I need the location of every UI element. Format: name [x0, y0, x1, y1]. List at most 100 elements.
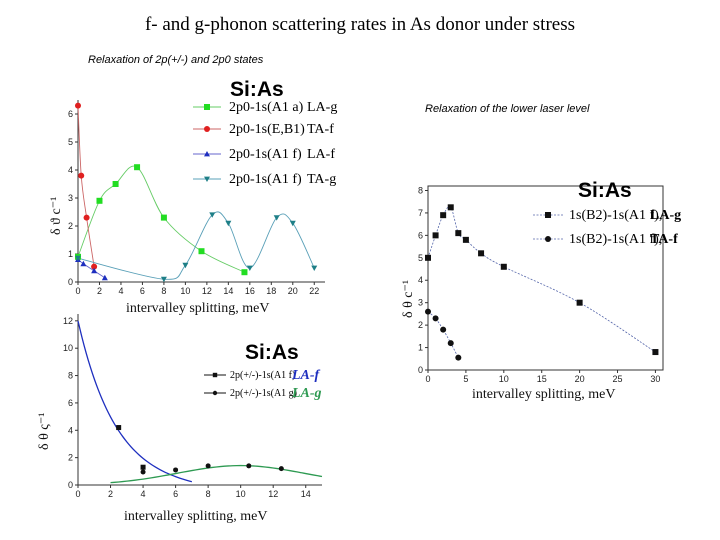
r-point-0-8 — [576, 299, 583, 306]
r-point-0-7 — [500, 263, 507, 270]
r-x-tick-label: 10 — [499, 374, 509, 384]
bl-x-tick-label: 6 — [173, 489, 178, 499]
tl-point-3-7 — [289, 220, 296, 227]
chart-bottom-left-material: Si:As — [245, 341, 299, 364]
r-x-tick-label: 15 — [537, 374, 547, 384]
tl-legend-phonon-1: TA-f — [307, 122, 334, 137]
bl-x-tick-label: 0 — [75, 489, 80, 499]
bl-point-g-1 — [173, 467, 179, 473]
tl-point-0-2 — [112, 181, 119, 187]
bl-legend-phonon-0: LA-f — [291, 368, 321, 383]
r-point-1-3 — [447, 340, 454, 347]
tl-y-tick-label: 5 — [68, 137, 73, 147]
r-y-tick-label: 2 — [418, 320, 423, 330]
bl-legend-phonon-1: LA-g — [291, 386, 322, 401]
bl-point-g-2 — [205, 463, 211, 469]
tl-x-tick-label: 6 — [140, 286, 145, 296]
tl-point-2-3 — [101, 274, 108, 281]
tl-point-2-2 — [91, 267, 98, 274]
tl-x-tick-label: 10 — [180, 286, 190, 296]
r-x-tick-label: 0 — [425, 374, 430, 384]
bl-point-f-0 — [116, 425, 122, 431]
tl-point-2-1 — [80, 260, 87, 267]
r-point-0-4 — [455, 230, 462, 237]
bl-legend-marker-0 — [212, 372, 218, 378]
tl-series-fit-1 — [77, 105, 95, 267]
bl-point-f-1 — [140, 464, 146, 470]
tl-point-3-8 — [311, 265, 318, 271]
tl-legend-marker-1 — [204, 126, 210, 132]
tl-y-tick-label: 1 — [68, 249, 73, 259]
tl-x-tick-label: 20 — [288, 286, 298, 296]
bl-y-tick-label: 0 — [68, 480, 73, 490]
r-y-tick-label: 5 — [418, 253, 423, 263]
caption-left: Relaxation of 2p(+/-) and 2p0 states — [88, 54, 264, 66]
chart-bottom-left-ylabel: δ θ ς⁻¹ — [37, 413, 52, 450]
r-y-tick-label: 7 — [418, 208, 423, 218]
chart-top-left-ylabel: δ ϑ c⁻¹ — [49, 197, 64, 235]
bl-x-tick-label: 12 — [268, 489, 278, 499]
r-point-1-1 — [432, 315, 439, 322]
r-x-tick-label: 5 — [463, 374, 468, 384]
slide-title: f- and g-phonon scattering rates in As d… — [144, 14, 576, 35]
tl-legend-phonon-0: LA-g — [307, 100, 337, 115]
chart-right-ylabel: δ θ c⁻¹ — [401, 280, 416, 318]
caption-right: Relaxation of the lower laser level — [425, 103, 590, 115]
tl-y-tick-label: 4 — [68, 165, 73, 175]
tl-point-3-2 — [182, 262, 189, 269]
r-legend-phonon-1: TA-f — [650, 232, 678, 247]
tl-x-tick-label: 8 — [161, 286, 166, 296]
bl-fit-LA-g — [110, 464, 323, 484]
tl-point-3-3 — [209, 212, 216, 218]
bl-y-tick-label: 10 — [63, 343, 73, 353]
tl-x-tick-label: 22 — [309, 286, 319, 296]
r-point-0-9 — [652, 349, 659, 356]
tl-point-1-3 — [91, 263, 98, 270]
chart-right-material: Si:As — [578, 179, 632, 202]
tl-point-3-0 — [75, 255, 81, 262]
r-legend-name-0: 1s(B2)-1s(A1 f), — [569, 208, 662, 223]
tl-x-tick-label: 12 — [202, 286, 212, 296]
tl-x-tick-label: 14 — [223, 286, 233, 296]
bl-legend-marker-1 — [212, 390, 218, 396]
bl-legend-name-0: 2p(+/-)-1s(A1 f) — [230, 370, 295, 381]
bl-x-tick-label: 8 — [206, 489, 211, 499]
bl-point-g-0 — [140, 469, 146, 475]
r-y-tick-label: 1 — [418, 343, 423, 353]
bl-point-g-3 — [246, 463, 252, 469]
r-point-0-0 — [425, 254, 431, 261]
bl-y-tick-label: 12 — [63, 316, 73, 326]
r-point-0-1 — [432, 232, 439, 239]
tl-y-tick-label: 6 — [68, 109, 73, 119]
r-point-1-0 — [425, 308, 431, 315]
chart-top-left-material: Si:As — [230, 78, 284, 101]
tl-x-tick-label: 2 — [97, 286, 102, 296]
bl-fit-LA-f — [77, 320, 193, 483]
tl-legend-phonon-2: LA-f — [307, 147, 335, 162]
r-y-tick-label: 3 — [418, 298, 423, 308]
bl-y-tick-label: 4 — [68, 425, 73, 435]
tl-x-tick-label: 0 — [75, 286, 80, 296]
tl-point-3-4 — [225, 220, 232, 227]
bl-y-tick-label: 8 — [68, 371, 73, 381]
bl-x-tick-label: 14 — [301, 489, 311, 499]
tl-legend-marker-3 — [204, 176, 210, 182]
tl-point-1-2 — [83, 214, 90, 221]
r-plot-frame — [427, 185, 664, 371]
tl-point-3-1 — [160, 276, 167, 283]
tl-point-0-5 — [198, 248, 205, 255]
chart-bottom-left-xlabel: intervalley splitting, meV — [124, 509, 267, 524]
r-point-0-2 — [440, 212, 447, 219]
r-legend-marker-0 — [545, 212, 551, 218]
r-x-tick-label: 30 — [650, 374, 660, 384]
r-x-tick-label: 20 — [575, 374, 585, 384]
tl-legend-marker-0 — [204, 104, 210, 110]
r-point-1-4 — [455, 354, 462, 361]
r-point-0-3 — [447, 204, 454, 211]
bl-x-tick-label: 2 — [108, 489, 113, 499]
r-point-0-5 — [462, 236, 469, 243]
chart-top-left-xlabel: intervalley splitting, meV — [126, 301, 269, 316]
